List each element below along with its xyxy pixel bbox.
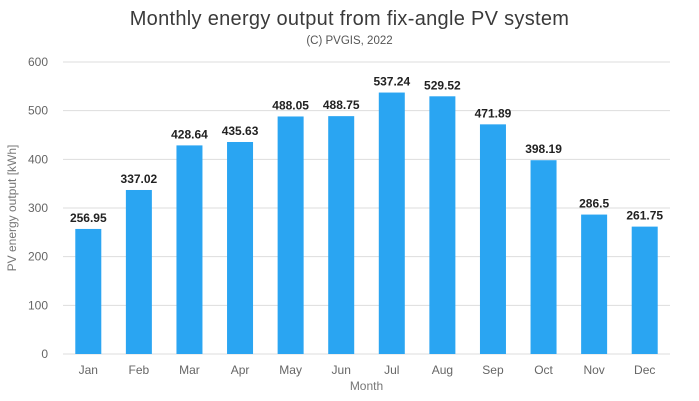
chart-title: Monthly energy output from fix-angle PV … bbox=[129, 8, 570, 30]
data-label: 435.63 bbox=[222, 124, 259, 138]
bar bbox=[125, 189, 152, 354]
x-tick-label: Oct bbox=[534, 363, 553, 377]
bar bbox=[328, 116, 355, 355]
x-tick-label: Nov bbox=[583, 363, 604, 377]
y-tick-label: 100 bbox=[28, 298, 48, 312]
x-tick-label: May bbox=[279, 363, 302, 377]
data-label: 261.75 bbox=[626, 209, 663, 223]
y-tick-label: 500 bbox=[28, 104, 48, 118]
x-axis-ticks: Jan Feb Mar Apr May Jun Jul Aug Sep Oct Nov Dec bbox=[79, 363, 656, 377]
x-tick-label: Jul bbox=[384, 363, 399, 377]
data-label: 398.19 bbox=[525, 142, 562, 156]
bar bbox=[176, 145, 203, 354]
chart-subtitle: (C) PVGIS, 2022 bbox=[306, 35, 393, 47]
bar bbox=[227, 141, 254, 354]
data-label: 337.02 bbox=[121, 172, 158, 186]
y-tick-label: 200 bbox=[28, 250, 48, 264]
data-label: 256.95 bbox=[70, 211, 107, 225]
data-label: 286.5 bbox=[579, 197, 609, 211]
x-tick-label: Mar bbox=[179, 363, 200, 377]
data-label: 488.75 bbox=[323, 98, 360, 112]
data-label: 537.24 bbox=[373, 75, 410, 89]
data-label: 428.64 bbox=[171, 127, 208, 141]
y-tick-label: 0 bbox=[41, 347, 48, 361]
data-label: 471.89 bbox=[475, 106, 512, 120]
bar bbox=[530, 160, 557, 354]
y-tick-label: 300 bbox=[28, 201, 48, 215]
x-tick-label: Jan bbox=[79, 363, 98, 377]
x-tick-label: Aug bbox=[432, 363, 453, 377]
bar bbox=[277, 116, 304, 354]
bar bbox=[631, 226, 658, 354]
y-tick-label: 600 bbox=[28, 55, 48, 69]
data-labels: 256.95 337.02 428.64 435.63 488.05 488.75 537.… bbox=[70, 75, 663, 225]
x-tick-label: Jun bbox=[332, 363, 351, 377]
bar bbox=[378, 92, 405, 354]
data-label: 488.05 bbox=[272, 98, 309, 112]
bar bbox=[479, 124, 506, 354]
x-tick-label: Dec bbox=[634, 363, 655, 377]
x-axis-label: Month bbox=[350, 379, 383, 393]
bar bbox=[581, 214, 608, 354]
y-tick-label: 400 bbox=[28, 152, 48, 166]
x-tick-label: Sep bbox=[482, 363, 504, 377]
x-tick-label: Feb bbox=[129, 363, 150, 377]
bar bbox=[429, 96, 456, 355]
y-axis-label: PV energy output [kWh] bbox=[5, 145, 19, 272]
bars bbox=[75, 92, 658, 355]
x-tick-label: Apr bbox=[231, 363, 250, 377]
gridlines bbox=[63, 61, 670, 355]
bar bbox=[75, 228, 102, 354]
y-axis-ticks: 0 100 200 300 400 500 600 bbox=[28, 55, 48, 361]
data-label: 529.52 bbox=[424, 78, 461, 92]
